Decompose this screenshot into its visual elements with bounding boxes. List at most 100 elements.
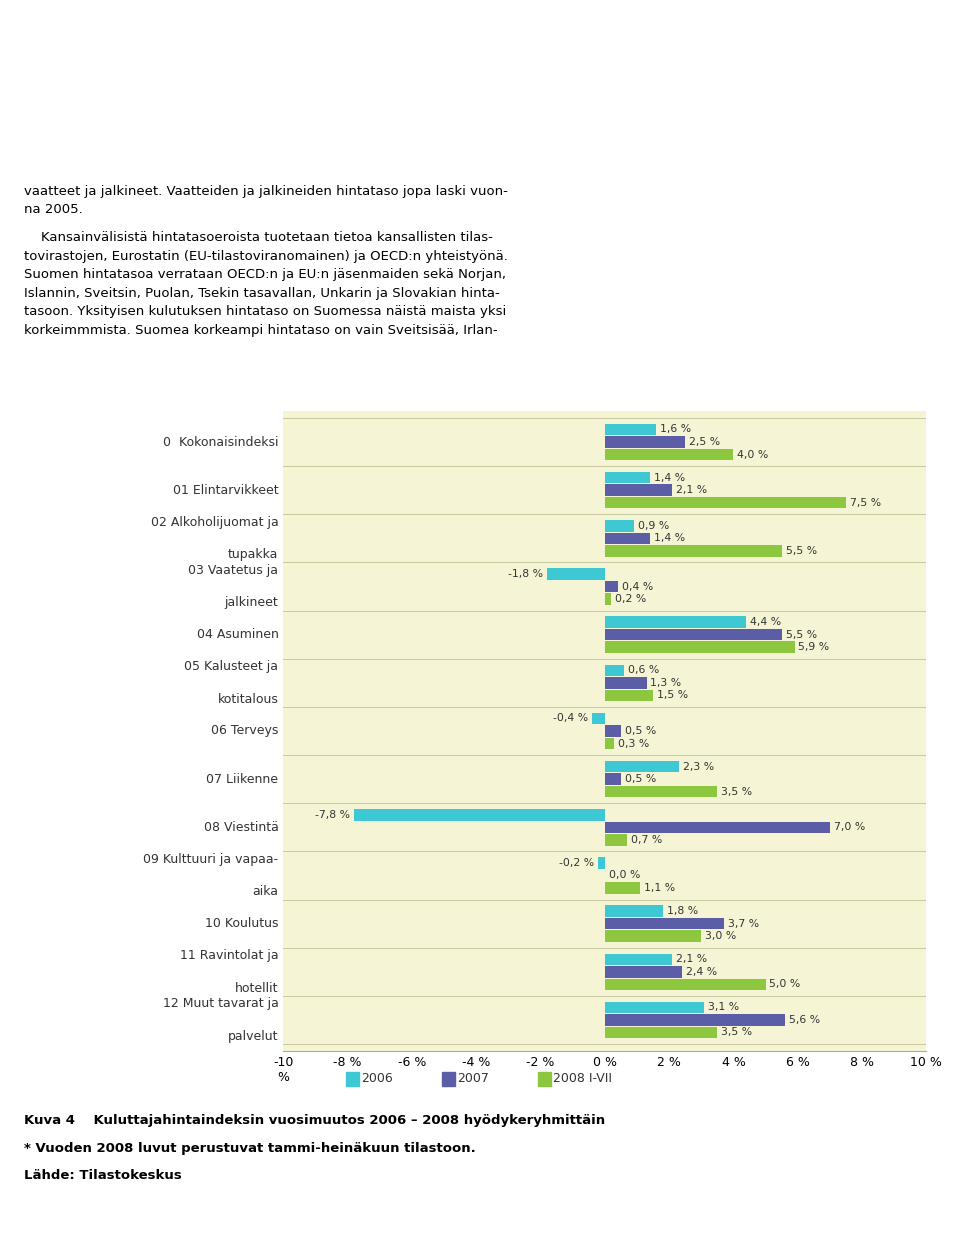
Text: 1,5 %: 1,5 % xyxy=(657,691,688,701)
Text: 09 Kulttuuri ja vapaa-: 09 Kulttuuri ja vapaa- xyxy=(143,853,278,865)
Text: 2,1 %: 2,1 % xyxy=(676,485,708,495)
Text: 1,8 %: 1,8 % xyxy=(666,906,698,916)
Text: 3,7 %: 3,7 % xyxy=(728,918,758,928)
Text: aika: aika xyxy=(252,885,278,898)
Text: hotellit: hotellit xyxy=(235,982,278,995)
Text: 4,0 %: 4,0 % xyxy=(737,450,769,460)
Bar xyxy=(354,809,605,820)
Bar xyxy=(605,761,679,772)
Bar xyxy=(605,953,672,965)
Text: 2006: 2006 xyxy=(361,1073,393,1085)
Text: 15: 15 xyxy=(905,1222,936,1242)
Bar xyxy=(592,712,605,725)
Text: 1,4 %: 1,4 % xyxy=(654,534,684,544)
Bar xyxy=(605,834,627,845)
Bar xyxy=(605,629,781,641)
Text: 3,5 %: 3,5 % xyxy=(721,1027,753,1037)
Text: 3,1 %: 3,1 % xyxy=(708,1002,739,1012)
Text: 07 Liikenne: 07 Liikenne xyxy=(206,772,278,786)
Text: 5,6 %: 5,6 % xyxy=(789,1015,820,1025)
Text: 0,7 %: 0,7 % xyxy=(631,835,662,845)
Text: 0,5 %: 0,5 % xyxy=(625,726,656,736)
Bar xyxy=(605,436,685,448)
Text: 03 Vaatetus ja: 03 Vaatetus ja xyxy=(188,564,278,577)
Bar xyxy=(605,918,724,929)
Bar xyxy=(605,821,829,833)
Bar xyxy=(605,617,746,628)
Text: kotitalous: kotitalous xyxy=(218,692,278,706)
Text: 5,9 %: 5,9 % xyxy=(799,642,829,652)
Bar xyxy=(605,593,612,605)
Bar xyxy=(605,472,650,484)
Text: 05 Kalusteet ja: 05 Kalusteet ja xyxy=(184,659,278,673)
Text: Lähde: Tilastokeskus: Lähde: Tilastokeskus xyxy=(24,1169,181,1182)
Text: 5,5 %: 5,5 % xyxy=(785,546,817,556)
Text: 4,4 %: 4,4 % xyxy=(750,617,781,627)
Text: vaatteet ja jalkineet. Vaatteiden ja jalkineiden hintataso jopa laski vuon-: vaatteet ja jalkineet. Vaatteiden ja jal… xyxy=(24,185,508,197)
Text: 7,5 %: 7,5 % xyxy=(850,497,881,507)
Text: 0  Kokonaisindeksi: 0 Kokonaisindeksi xyxy=(163,436,278,448)
Text: 5,0 %: 5,0 % xyxy=(770,980,801,990)
Text: 0,2 %: 0,2 % xyxy=(615,594,646,604)
Text: jalkineet: jalkineet xyxy=(225,597,278,609)
Text: Kuva 4    Kuluttajahintaindeksin vuosimuutos 2006 – 2008 hyödykeryhmittäin: Kuva 4 Kuluttajahintaindeksin vuosimuuto… xyxy=(24,1114,605,1127)
Text: 12 Muut tavarat ja: 12 Muut tavarat ja xyxy=(162,997,278,1010)
Text: 3,0 %: 3,0 % xyxy=(706,931,736,941)
Bar xyxy=(605,931,701,942)
Text: 5,5 %: 5,5 % xyxy=(785,629,817,639)
Text: 7,0 %: 7,0 % xyxy=(834,823,865,833)
Text: 1,4 %: 1,4 % xyxy=(654,472,684,482)
Bar xyxy=(605,677,647,688)
Bar xyxy=(605,520,634,531)
Text: 0,5 %: 0,5 % xyxy=(625,774,656,784)
Bar xyxy=(605,882,640,894)
Bar xyxy=(547,568,605,580)
Text: 02 Alkoholijuomat ja: 02 Alkoholijuomat ja xyxy=(151,515,278,529)
Bar xyxy=(605,642,795,653)
Bar xyxy=(605,737,614,750)
Bar xyxy=(605,533,650,544)
Bar xyxy=(605,774,621,785)
Bar xyxy=(605,664,624,676)
Bar xyxy=(605,966,682,977)
Text: 2,5 %: 2,5 % xyxy=(689,437,720,447)
Bar xyxy=(605,485,672,496)
Bar xyxy=(605,580,617,593)
Text: palvelut: palvelut xyxy=(228,1030,278,1042)
Text: 06 Terveys: 06 Terveys xyxy=(211,725,278,737)
Bar xyxy=(605,786,717,798)
Text: -0,4 %: -0,4 % xyxy=(553,713,588,723)
Bar xyxy=(605,423,657,436)
Text: * Vuoden 2008 luvut perustuvat tammi-heinäkuun tilastoon.: * Vuoden 2008 luvut perustuvat tammi-hei… xyxy=(24,1142,476,1154)
Text: 1,6 %: 1,6 % xyxy=(660,425,691,435)
Text: 1  VÄHITTÄISKAUPAN TOIMINTAYMPÄRISTÖ: 1 VÄHITTÄISKAUPAN TOIMINTAYMPÄRISTÖ xyxy=(19,1226,320,1238)
Text: 04 Asuminen: 04 Asuminen xyxy=(197,628,278,641)
Text: -0,2 %: -0,2 % xyxy=(560,858,594,868)
Bar xyxy=(605,1002,705,1014)
Text: 08 Viestintä: 08 Viestintä xyxy=(204,821,278,834)
Text: 2,1 %: 2,1 % xyxy=(676,955,708,965)
Text: 01 Elintarvikkeet: 01 Elintarvikkeet xyxy=(173,484,278,496)
Bar xyxy=(605,906,662,917)
Text: 3,5 %: 3,5 % xyxy=(721,786,753,796)
Text: 0,9 %: 0,9 % xyxy=(637,521,669,531)
Text: 11 Ravintolat ja: 11 Ravintolat ja xyxy=(180,950,278,962)
Bar xyxy=(605,497,846,509)
Text: 0,3 %: 0,3 % xyxy=(618,739,650,749)
Text: 0,0 %: 0,0 % xyxy=(609,870,640,880)
Bar xyxy=(605,725,621,737)
Text: 2,4 %: 2,4 % xyxy=(685,967,717,977)
Text: na 2005.: na 2005. xyxy=(24,203,83,216)
Text: 1,1 %: 1,1 % xyxy=(644,883,675,893)
Text: 1,3 %: 1,3 % xyxy=(651,678,682,688)
Text: Kansainvälisistä hintatasoeroista tuotetaan tietoa kansallisten tilas-
tovirasto: Kansainvälisistä hintatasoeroista tuotet… xyxy=(24,231,508,337)
Text: 2008 I-VII: 2008 I-VII xyxy=(553,1073,612,1085)
Text: -1,8 %: -1,8 % xyxy=(508,569,543,579)
Text: -7,8 %: -7,8 % xyxy=(315,810,350,820)
Bar xyxy=(605,448,733,460)
Text: 0,4 %: 0,4 % xyxy=(621,582,653,592)
Text: 10 Koulutus: 10 Koulutus xyxy=(204,917,278,931)
Bar xyxy=(598,857,605,869)
Bar xyxy=(605,690,653,701)
Text: tupakka: tupakka xyxy=(228,548,278,561)
